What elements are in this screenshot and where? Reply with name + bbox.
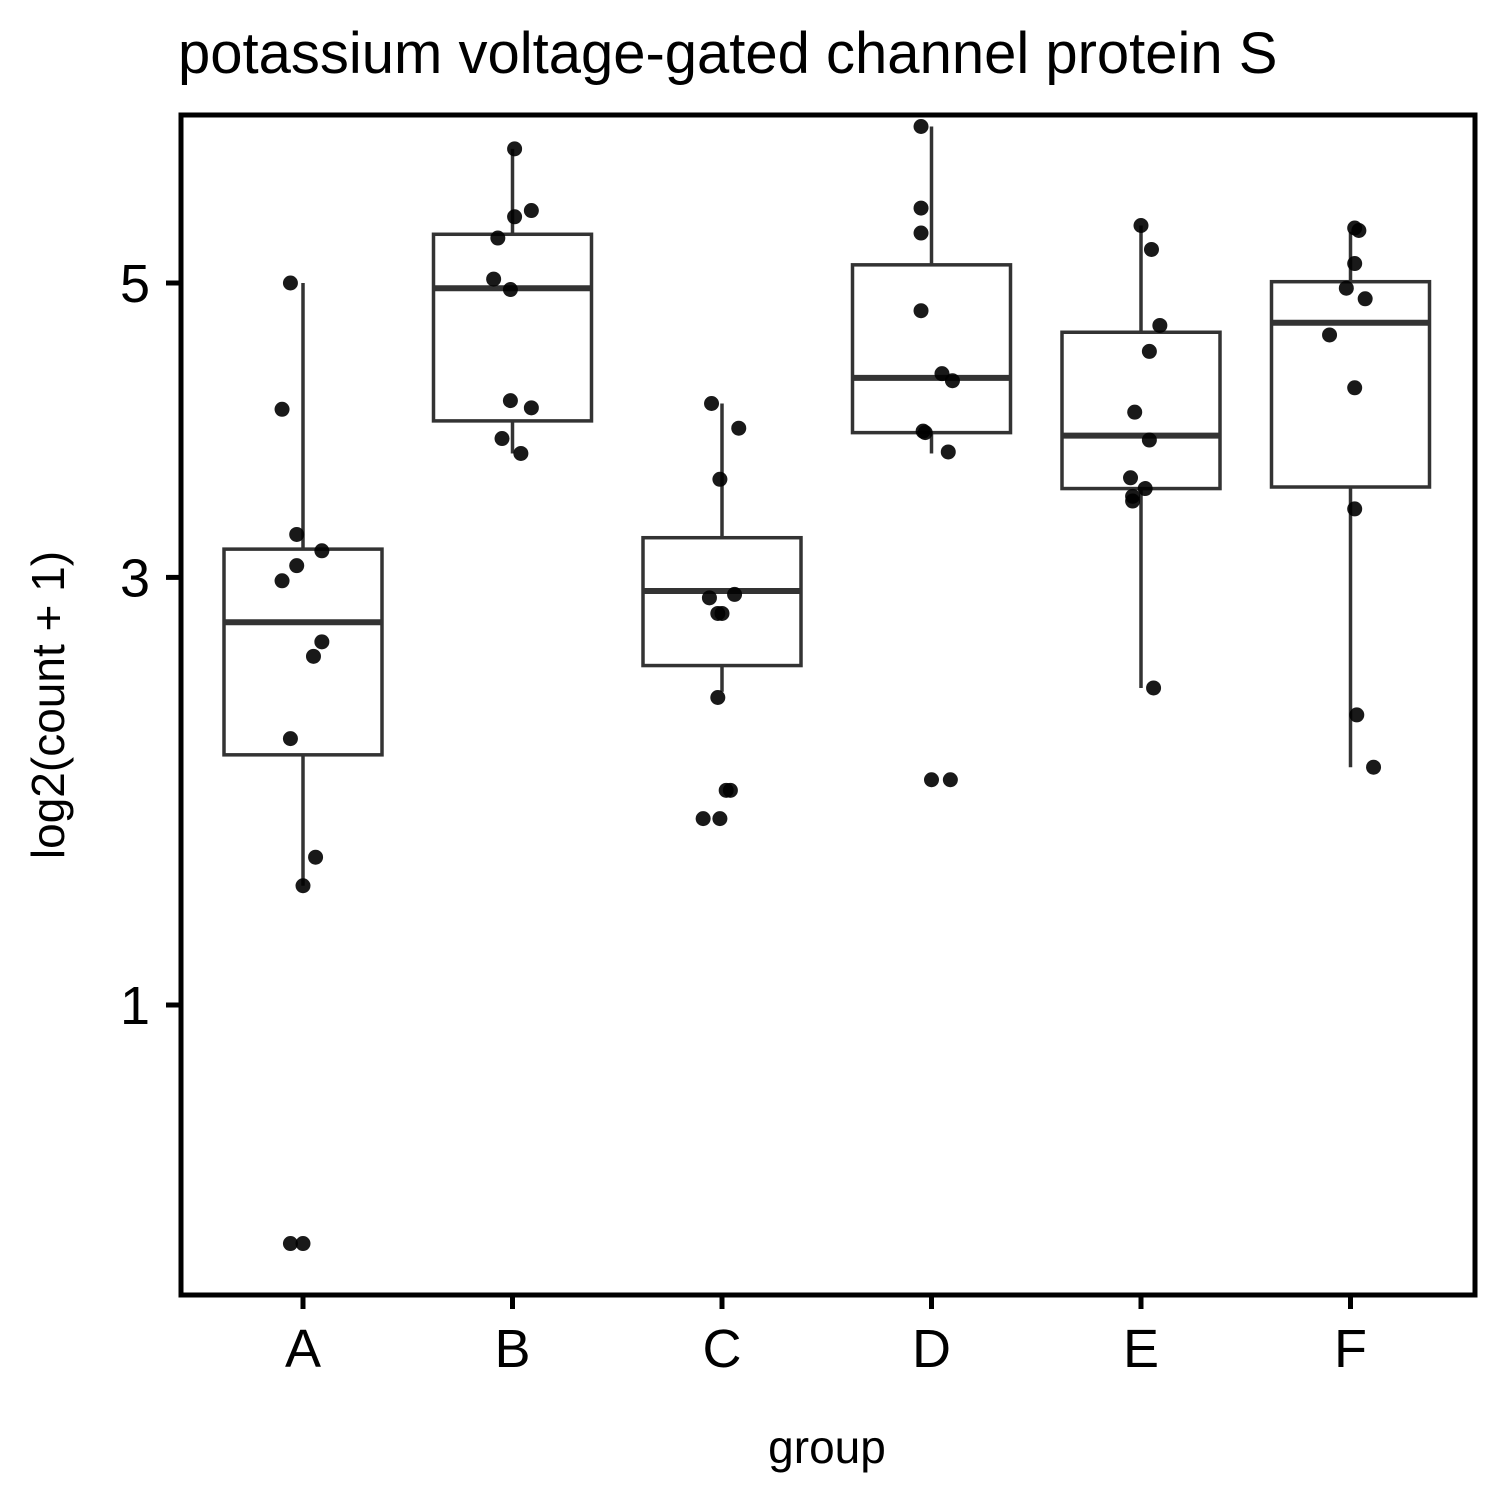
data-point: [913, 119, 929, 135]
data-point: [274, 401, 290, 417]
data-point: [917, 425, 933, 441]
data-point: [494, 431, 510, 447]
data-point: [1347, 380, 1363, 396]
data-point: [731, 420, 747, 436]
data-point: [913, 200, 929, 216]
data-point: [314, 543, 330, 559]
points-group-f: [1322, 220, 1382, 775]
data-point: [1322, 327, 1338, 343]
data-point: [486, 271, 502, 287]
data-point: [722, 782, 738, 798]
box-iqr: [431, 232, 594, 423]
data-point: [913, 303, 929, 319]
points-group-b: [486, 141, 539, 461]
data-point: [1133, 217, 1149, 233]
data-point: [1347, 256, 1363, 272]
box-iqr: [222, 547, 384, 757]
data-point: [282, 1236, 298, 1252]
data-point: [1351, 223, 1367, 239]
data-point: [1125, 493, 1141, 509]
data-point: [924, 772, 939, 788]
data-point: [295, 878, 311, 894]
data-point: [1127, 404, 1143, 420]
y-axis-title: log2(count + 1): [22, 551, 74, 859]
data-point: [1349, 707, 1365, 723]
data-point: [523, 400, 539, 416]
data-point: [490, 230, 506, 246]
box-iqr: [641, 535, 803, 668]
data-point: [710, 690, 726, 706]
data-point: [507, 209, 523, 225]
box-iqr: [850, 263, 1013, 435]
data-point: [701, 590, 717, 606]
chart-title: potassium voltage-gated channel protein …: [178, 21, 1277, 86]
data-point: [1137, 481, 1153, 497]
data-point: [727, 586, 743, 602]
data-point: [1347, 501, 1363, 517]
data-point: [523, 203, 539, 219]
data-point: [1141, 343, 1157, 359]
data-point: [1357, 291, 1373, 307]
points-group-c: [695, 395, 747, 827]
x-axis-title: group: [768, 1421, 886, 1473]
data-point: [502, 393, 518, 409]
data-point: [1146, 680, 1162, 696]
data-point: [282, 731, 298, 747]
data-point: [1366, 759, 1382, 775]
box-group-e: [1060, 225, 1222, 688]
data-point: [712, 811, 728, 827]
box-group-c: [641, 403, 803, 692]
data-point: [1152, 317, 1168, 333]
data-point: [695, 811, 711, 827]
data-point: [502, 282, 518, 298]
x-tick-label: E: [1123, 1319, 1159, 1379]
x-tick-label: F: [1334, 1319, 1367, 1379]
data-point: [944, 373, 960, 389]
x-tick-label: C: [703, 1319, 742, 1379]
data-point: [282, 275, 298, 291]
y-tick-label: 1: [120, 976, 150, 1036]
data-point: [1123, 470, 1139, 486]
x-tick-label: A: [285, 1319, 321, 1379]
data-point: [1338, 280, 1354, 296]
data-point: [274, 573, 290, 589]
data-point: [704, 395, 720, 411]
data-point: [289, 526, 305, 542]
x-tick-label: B: [494, 1319, 530, 1379]
y-tick-label: 5: [120, 254, 150, 314]
points-group-a: [274, 275, 330, 1252]
data-point: [712, 471, 728, 487]
box-group-b: [431, 148, 594, 454]
data-point: [289, 558, 305, 574]
axis-layer: 1 3 5 A B C D E F: [120, 254, 1367, 1379]
data-point: [942, 772, 958, 788]
data-point: [305, 648, 321, 664]
data-point: [295, 1236, 311, 1252]
box-group-d: [850, 126, 1013, 454]
box-group-a: [222, 283, 384, 886]
plot-frame: [178, 112, 1478, 1298]
data-point: [714, 605, 730, 621]
data-point: [940, 444, 956, 460]
data-point: [314, 634, 330, 650]
x-tick-label: D: [912, 1319, 951, 1379]
data-point: [1141, 432, 1157, 448]
points-group-e: [1123, 217, 1168, 696]
box-group-f: [1269, 231, 1432, 768]
data-point: [507, 141, 523, 157]
points-group-d: [913, 119, 960, 788]
data-point: [1143, 241, 1159, 257]
y-tick-label: 3: [120, 548, 150, 608]
data-point: [913, 225, 929, 241]
data-point: [308, 849, 324, 865]
data-point: [513, 445, 529, 461]
plot-layer: [222, 119, 1432, 1252]
